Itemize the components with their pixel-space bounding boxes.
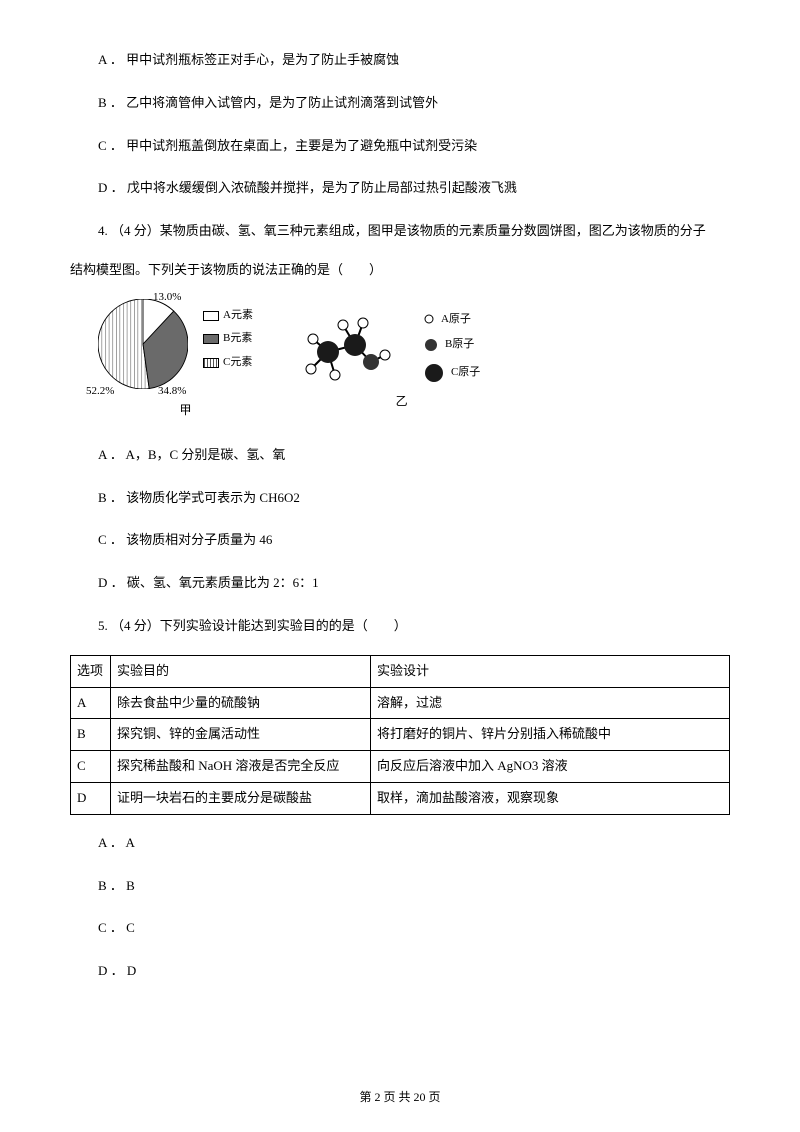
q5-stem: 5. （4 分）下列实验设计能达到实验目的的是（ ） [70,616,730,637]
th-purpose: 实验目的 [111,655,371,687]
atom-legend-b-label: B原子 [445,336,474,354]
q5-option-b: B ． B [70,876,730,897]
swatch-a [203,311,219,321]
q5-option-c: C ． C [70,918,730,939]
pie-legend-c-label: C元素 [223,354,252,372]
pie-legend-b: B元素 [203,330,253,348]
page-footer: 第 2 页 共 20 页 [0,1088,800,1107]
cell-purpose: 探究铜、锌的金属活动性 [111,719,371,751]
pie-legend: A元素 B元素 C元素 [203,307,253,372]
table-row: B 探究铜、锌的金属活动性 将打磨好的铜片、锌片分别插入稀硫酸中 [71,719,730,751]
pie-legend-c: C元素 [203,354,253,372]
th-design: 实验设计 [371,655,730,687]
molecule-diagram [293,307,393,387]
q4-option-c: C ． 该物质相对分子质量为 46 [70,530,730,551]
table-header-row: 选项 实验目的 实验设计 [71,655,730,687]
pie-label-c: 52.2% [86,383,114,401]
atom-legend-a-label: A原子 [441,311,471,329]
cell-purpose: 除去食盐中少量的硫酸钠 [111,687,371,719]
q3-option-a: A ． 甲中试剂瓶标签正对手心，是为了防止手被腐蚀 [70,50,730,71]
atom-legend-a: A原子 [423,311,480,329]
cell-option: C [71,751,111,783]
cell-option: A [71,687,111,719]
table-row: C 探究稀盐酸和 NaOH 溶液是否完全反应 向反应后溶液中加入 AgNO3 溶… [71,751,730,783]
table-row: D 证明一块岩石的主要成分是碳酸盐 取样，滴加盐酸溶液，观察现象 [71,782,730,814]
q3-option-b: B ． 乙中将滴管伸入试管内，是为了防止试剂滴落到试管外 [70,93,730,114]
atom-legend-b: B原子 [423,336,480,354]
atom-legend-c: C原子 [423,362,480,384]
cell-option: D [71,782,111,814]
pie-legend-b-label: B元素 [223,330,252,348]
q4-option-b: B ． 该物质化学式可表示为 CH6O2 [70,488,730,509]
q3-option-d: D ． 戊中将水缓缓倒入浓硫酸并搅拌，是为了防止局部过热引起酸液飞溅 [70,178,730,199]
pie-legend-a: A元素 [203,307,253,325]
q4-option-d: D ． 碳、氢、氧元素质量比为 2：6：1 [70,573,730,594]
q4-figure: 13.0% 34.8% 52.2% A元素 B元素 C元素 甲 [98,299,730,420]
cell-design: 向反应后溶液中加入 AgNO3 溶液 [371,751,730,783]
figure-label-yi: 乙 [323,392,480,411]
atom-legend-c-label: C原子 [451,364,480,382]
pie-legend-a-label: A元素 [223,307,253,325]
table-row: A 除去食盐中少量的硫酸钠 溶解，过滤 [71,687,730,719]
cell-purpose: 证明一块岩石的主要成分是碳酸盐 [111,782,371,814]
cell-design: 溶解，过滤 [371,687,730,719]
cell-design: 取样，滴加盐酸溶液，观察现象 [371,782,730,814]
q5-table: 选项 实验目的 实验设计 A 除去食盐中少量的硫酸钠 溶解，过滤 B 探究铜、锌… [70,655,730,815]
th-option: 选项 [71,655,111,687]
pie-chart: 13.0% 34.8% 52.2% [98,299,188,396]
cell-purpose: 探究稀盐酸和 NaOH 溶液是否完全反应 [111,751,371,783]
swatch-c [203,358,219,368]
pie-label-a: 13.0% [153,289,181,307]
q5-option-a: A ． A [70,833,730,854]
figure-label-jia: 甲 [118,401,253,420]
cell-option: B [71,719,111,751]
cell-design: 将打磨好的铜片、锌片分别插入稀硫酸中 [371,719,730,751]
q5-option-d: D ． D [70,961,730,982]
pie-chart-block: 13.0% 34.8% 52.2% A元素 B元素 C元素 甲 [98,299,253,420]
q4-stem-line1: 4. （4 分）某物质由碳、氢、氧三种元素组成，图甲是该物质的元素质量分数圆饼图… [70,221,730,242]
q4-stem-line2: 结构模型图。下列关于该物质的说法正确的是（ ） [70,260,730,281]
atom-legend: A原子 B原子 C原子 [423,311,480,384]
pie-label-b: 34.8% [158,383,186,401]
q3-option-c: C ． 甲中试剂瓶盖倒放在桌面上，主要是为了避免瓶中试剂受污染 [70,136,730,157]
swatch-b [203,334,219,344]
molecule-block: A原子 B原子 C原子 乙 [293,307,480,411]
q4-option-a: A ． A，B，C 分别是碳、氢、氧 [70,445,730,466]
